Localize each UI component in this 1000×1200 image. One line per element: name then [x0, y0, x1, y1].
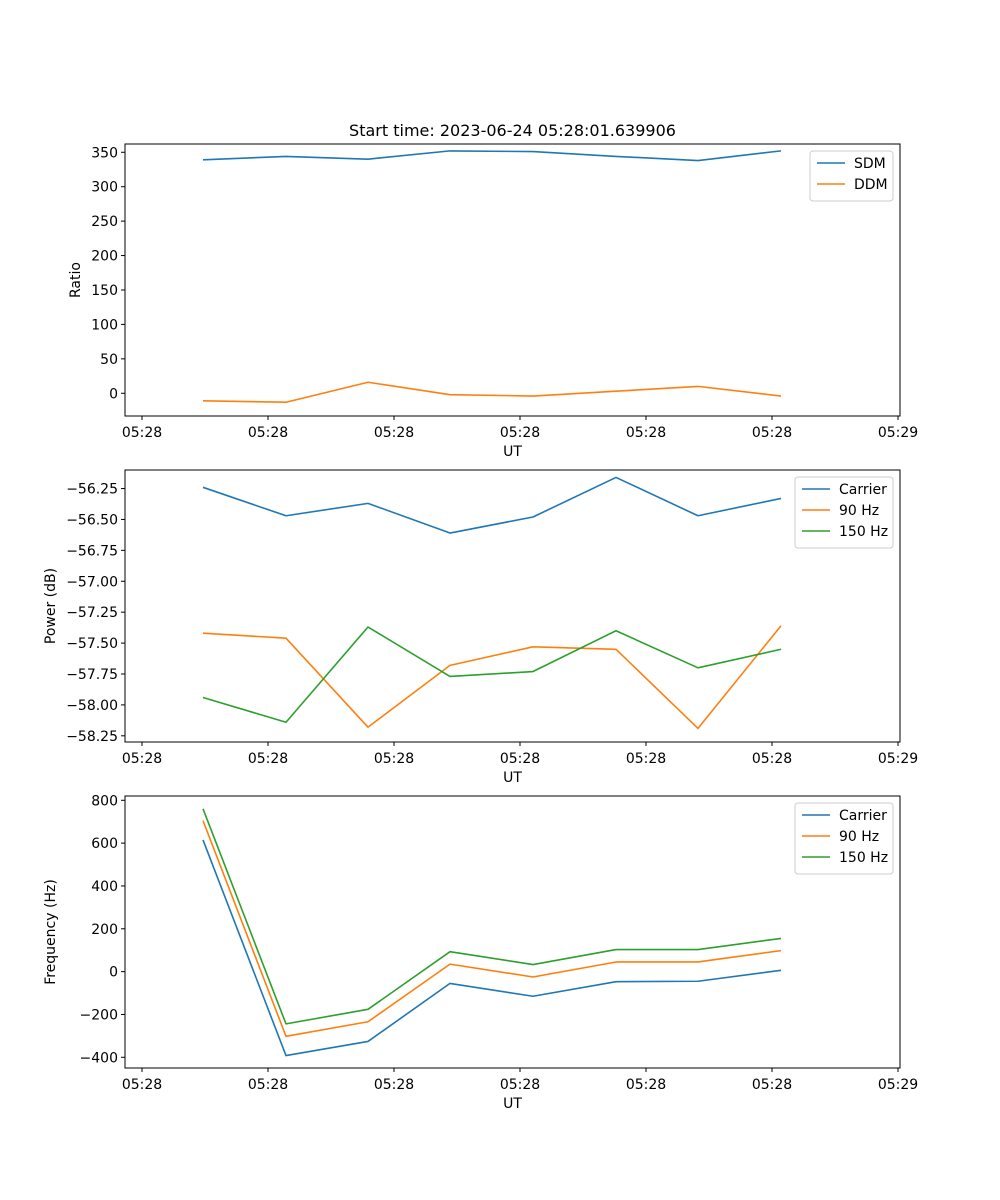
y-tick-label: 600: [91, 836, 118, 852]
x-tick-label: 05:28: [248, 1077, 288, 1093]
y-tick-label: −56.75: [66, 543, 118, 559]
series-line-90-hz: [202, 625, 782, 730]
y-tick-label: 350: [91, 145, 118, 161]
y-axis-label: Ratio: [68, 262, 84, 298]
x-tick-label: 05:28: [500, 425, 540, 441]
y-tick-label: −200: [80, 1007, 118, 1023]
legend: SDM DDM: [809, 150, 894, 202]
plot-frame: [124, 143, 901, 417]
plot-frame: [124, 795, 901, 1069]
series-line-ddm: [202, 381, 782, 404]
y-tick-label: −57.00: [66, 574, 118, 590]
y-tick-label: 150: [91, 283, 118, 299]
legend: Carrier 90 Hz 150 Hz: [794, 476, 894, 549]
series-line-90-hz: [202, 820, 782, 1038]
y-tick-label: −56.50: [66, 512, 118, 528]
y-tick-label: −58.00: [66, 698, 118, 714]
y-tick-label: −56.25: [66, 482, 118, 498]
series-line-carrier: [202, 476, 782, 534]
y-axis-label: Frequency (Hz): [43, 879, 59, 985]
y-tick-label: 800: [91, 793, 118, 809]
series-line-carrier: [202, 839, 782, 1057]
x-tick-label: 05:28: [626, 1077, 666, 1093]
x-tick-label: 05:28: [122, 1077, 162, 1093]
chart-panel-2: −58.25 −58.00 −57.75 −57.50 −57.25 −57.00 −56.…: [43, 469, 918, 786]
y-tick-label: 200: [91, 249, 118, 265]
y-tick-label: 200: [91, 922, 118, 938]
x-tick-label: 05:28: [374, 425, 414, 441]
chart-panel-3: −400 −200 0 200 400 600 800 05:28 05:28 05:28 05:2…: [43, 793, 918, 1112]
y-tick-label: −58.25: [66, 729, 118, 745]
x-tick-label: 05:28: [122, 751, 162, 767]
legend-label: 90 Hz: [839, 829, 879, 845]
x-tick-label: 05:29: [878, 751, 918, 767]
series-line-150-hz: [202, 808, 782, 1025]
x-axis-label: UT: [503, 1096, 522, 1112]
y-tick-label: 100: [91, 317, 118, 333]
x-tick-label: 05:28: [626, 751, 666, 767]
legend-label: Carrier: [839, 482, 887, 498]
x-tick-label: 05:28: [122, 425, 162, 441]
x-tick-label: 05:28: [626, 425, 666, 441]
y-tick-label: −57.50: [66, 636, 118, 652]
y-tick-label: −57.25: [66, 605, 118, 621]
chart-panel-1: 0 50 100 150 200 250 300 350 05:28 05:28 05:28 05:2…: [68, 143, 918, 460]
series-line-sdm: [202, 150, 782, 162]
x-tick-label: 05:28: [374, 1077, 414, 1093]
legend-label: DDM: [854, 177, 888, 193]
series-line-150-hz: [202, 626, 782, 724]
x-tick-label: 05:28: [752, 425, 792, 441]
legend-label: 150 Hz: [839, 850, 888, 866]
x-tick-label: 05:29: [878, 1077, 918, 1093]
x-tick-label: 05:28: [500, 751, 540, 767]
figure-title: Start time: 2023-06-24 05:28:01.639906: [349, 121, 676, 140]
y-tick-label: 300: [91, 180, 118, 196]
y-tick-label: −400: [80, 1050, 118, 1066]
x-tick-label: 05:28: [500, 1077, 540, 1093]
y-tick-label: 400: [91, 879, 118, 895]
x-axis-label: UT: [503, 770, 522, 786]
x-tick-label: 05:29: [878, 425, 918, 441]
y-tick-label: −57.75: [66, 667, 118, 683]
y-tick-label: 250: [91, 214, 118, 230]
legend-label: Carrier: [839, 808, 887, 824]
charts-container: 0 50 100 150 200 250 300 350 05:28 05:28 05:28 05:2…: [43, 143, 918, 1112]
x-tick-label: 05:28: [248, 751, 288, 767]
x-tick-label: 05:28: [374, 751, 414, 767]
plot-frame: [124, 469, 901, 743]
y-tick-label: 50: [100, 352, 118, 368]
x-tick-label: 05:28: [248, 425, 288, 441]
y-tick-label: 0: [109, 386, 118, 402]
legend: Carrier 90 Hz 150 Hz: [794, 802, 894, 875]
legend-label: SDM: [854, 156, 886, 172]
legend-label: 150 Hz: [839, 524, 888, 540]
x-tick-label: 05:28: [752, 751, 792, 767]
x-axis-label: UT: [503, 444, 522, 460]
y-tick-label: 0: [109, 965, 118, 981]
legend-label: 90 Hz: [839, 503, 879, 519]
x-tick-label: 05:28: [752, 1077, 792, 1093]
y-axis-label: Power (dB): [43, 568, 59, 644]
